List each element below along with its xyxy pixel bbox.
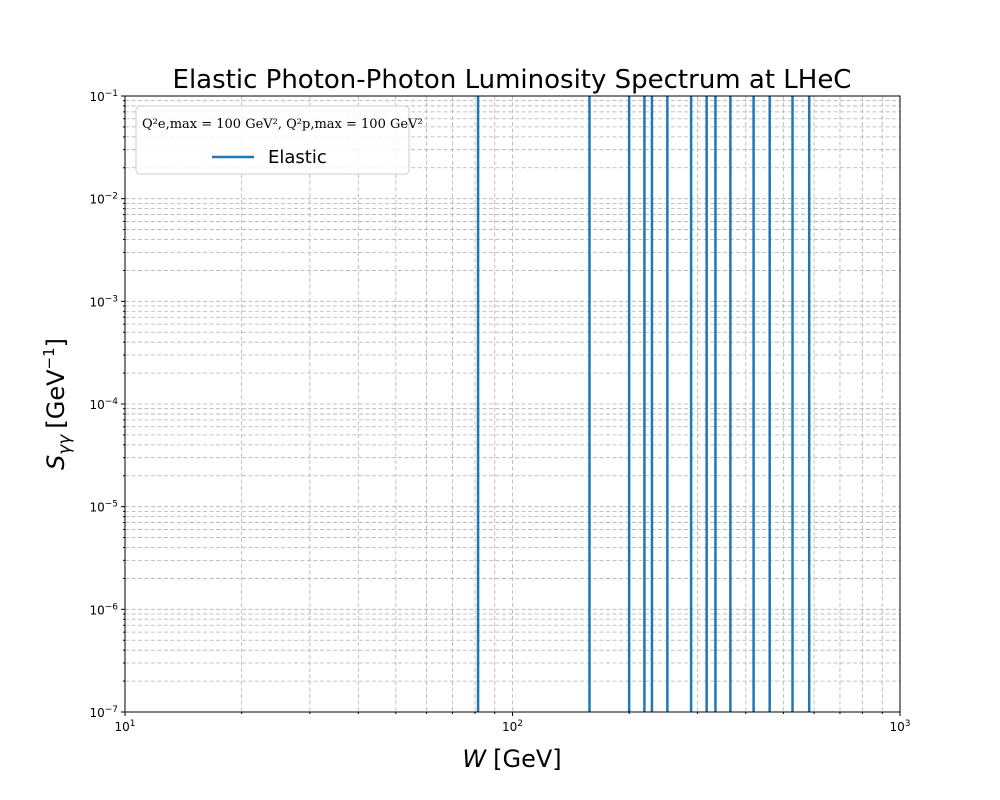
legend-label-elastic: Elastic xyxy=(268,147,327,168)
legend-box xyxy=(135,105,410,175)
x-axis-label: W [GeV] xyxy=(462,745,561,773)
y-tick-label: 10−4 xyxy=(89,397,118,412)
y-tick-label: 10−3 xyxy=(89,294,118,309)
grid xyxy=(124,95,901,713)
tick-labels: 101 102 103 10−7 10−6 10−5 10−4 10−3 10−2 10−1 xyxy=(89,89,910,734)
y-axis-label: Sγγ[GeV−1] xyxy=(40,338,75,470)
x-tick-label: 103 xyxy=(889,719,910,734)
x-tick-label: 102 xyxy=(502,719,523,734)
series-elastic xyxy=(476,96,811,712)
y-tick-label: 10−6 xyxy=(89,602,118,617)
x-tick-label: 101 xyxy=(114,719,135,734)
chart-title: Elastic Photon-Photon Luminosity Spectru… xyxy=(173,65,852,95)
y-tick-label: 10−2 xyxy=(89,192,118,207)
axis-ticks xyxy=(121,95,901,716)
y-tick-label: 10−7 xyxy=(89,705,118,720)
legend: Q²e,max = 100 GeV², Q²p,max = 100 GeV² E… xyxy=(135,105,423,175)
y-tick-label: 10−5 xyxy=(89,500,118,515)
legend-title: Q²e,max = 100 GeV², Q²p,max = 100 GeV² xyxy=(142,117,423,132)
y-tick-label: 10−1 xyxy=(89,89,118,104)
